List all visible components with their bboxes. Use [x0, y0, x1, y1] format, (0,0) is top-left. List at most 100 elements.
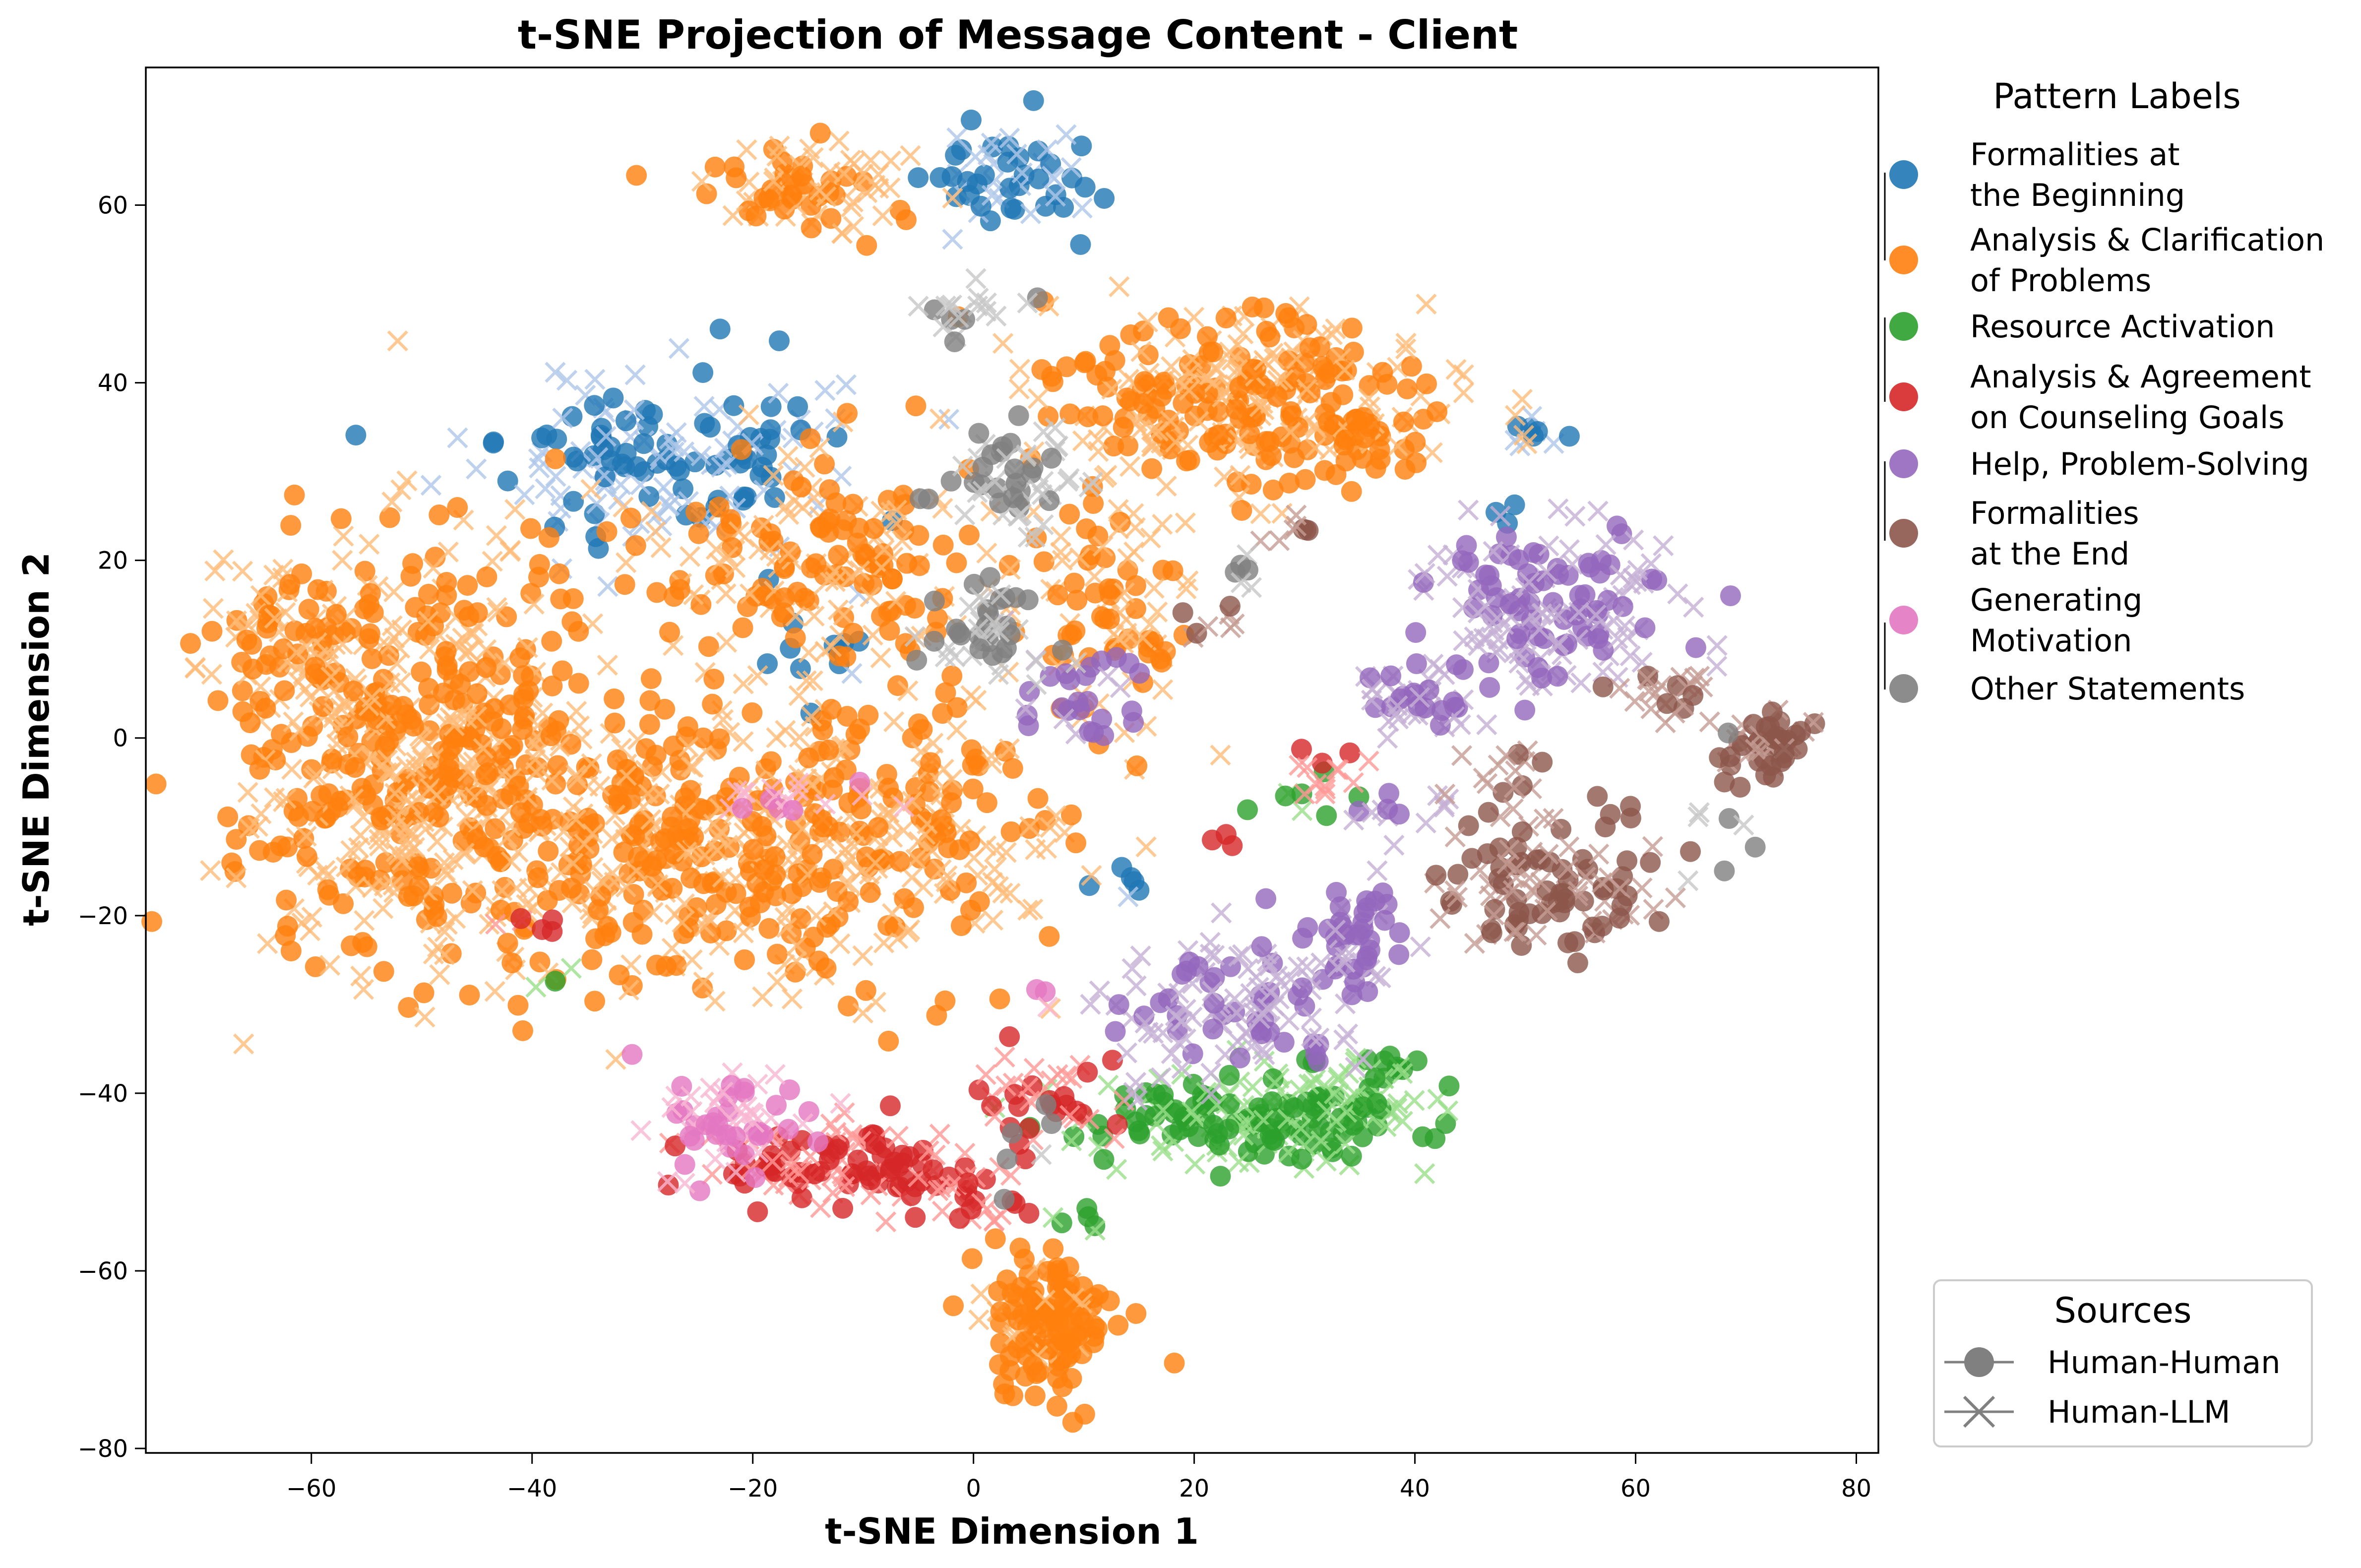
- point-human-llm: [462, 880, 483, 901]
- point-human-llm: [982, 872, 1003, 893]
- point-human-llm: [982, 909, 1004, 931]
- point-human-human: [950, 915, 972, 937]
- point-human-llm: [429, 964, 450, 985]
- point-human-human: [709, 728, 730, 750]
- point-human-llm: [275, 602, 296, 623]
- point-human-llm: [887, 1126, 909, 1147]
- point-human-human: [1251, 936, 1272, 957]
- point-human-llm: [1301, 1007, 1322, 1029]
- point-human-human: [723, 395, 745, 416]
- point-human-llm: [1414, 563, 1435, 584]
- point-human-human: [1401, 356, 1422, 377]
- point-human-human: [1325, 464, 1347, 485]
- point-human-llm: [846, 823, 867, 844]
- point-human-llm: [1678, 870, 1699, 891]
- x-tick-label: 0: [966, 1475, 981, 1503]
- point-human-llm: [788, 772, 809, 794]
- point-human-human: [781, 883, 803, 904]
- point-human-human: [1120, 324, 1141, 345]
- point-human-llm: [1280, 422, 1301, 443]
- point-human-human: [1508, 549, 1529, 570]
- point-human-llm: [1286, 504, 1307, 526]
- point-human-llm: [984, 1106, 1005, 1127]
- point-human-human: [440, 943, 462, 964]
- point-human-human: [1242, 359, 1263, 380]
- point-human-human: [429, 504, 450, 526]
- point-human-human: [242, 658, 263, 680]
- point-human-human: [280, 515, 302, 536]
- point-human-human: [549, 563, 570, 584]
- point-human-human: [1078, 1206, 1099, 1227]
- point-human-llm: [1026, 674, 1047, 695]
- point-human-llm: [1570, 672, 1592, 693]
- point-human-llm: [1201, 981, 1223, 1002]
- point-human-human: [1730, 776, 1751, 798]
- point-human-llm: [386, 806, 407, 827]
- point-human-llm: [712, 867, 733, 888]
- point-human-llm: [833, 605, 854, 626]
- point-human-human: [906, 649, 928, 671]
- point-human-human: [527, 867, 549, 888]
- x-tick-label: 40: [1400, 1475, 1430, 1503]
- point-human-llm: [1140, 527, 1161, 549]
- point-human-llm: [630, 1120, 652, 1141]
- point-human-llm: [814, 379, 836, 401]
- point-human-llm: [1007, 505, 1029, 527]
- point-human-llm: [306, 764, 327, 786]
- point-human-human: [601, 450, 622, 471]
- point-human-human: [811, 810, 833, 831]
- point-human-human: [1592, 915, 1613, 937]
- point-human-llm: [637, 783, 659, 804]
- point-human-human: [497, 933, 518, 954]
- point-human-human: [1210, 1166, 1231, 1187]
- point-human-llm: [382, 875, 404, 896]
- point-human-llm: [975, 1064, 996, 1085]
- point-human-human: [1714, 860, 1735, 881]
- point-human-human: [1714, 771, 1735, 793]
- point-human-human: [909, 555, 930, 576]
- point-human-llm: [301, 906, 322, 928]
- point-human-human: [1226, 399, 1247, 420]
- point-human-llm: [1289, 754, 1310, 776]
- point-human-llm: [528, 448, 549, 470]
- point-human-llm: [1024, 526, 1046, 548]
- point-human-human: [1121, 700, 1142, 722]
- point-human-human: [804, 1163, 825, 1185]
- point-human-human: [698, 636, 719, 657]
- point-human-llm: [443, 715, 465, 737]
- point-human-human: [361, 648, 382, 669]
- point-human-human: [1532, 752, 1553, 773]
- point-human-llm: [901, 867, 923, 888]
- point-human-llm: [938, 409, 960, 430]
- point-human-llm: [623, 399, 645, 421]
- point-human-human: [1526, 849, 1548, 871]
- point-human-human: [1554, 888, 1575, 910]
- point-human-llm: [185, 657, 206, 679]
- point-human-llm: [400, 794, 422, 815]
- point-human-human: [509, 647, 531, 668]
- point-human-llm: [1227, 1031, 1248, 1052]
- point-human-llm: [1206, 1094, 1228, 1116]
- point-human-llm: [1291, 800, 1313, 821]
- point-human-llm: [1558, 539, 1580, 561]
- y-tick-label: −80: [78, 1435, 128, 1463]
- point-human-llm: [852, 945, 873, 966]
- point-human-human: [956, 872, 977, 893]
- point-human-human: [1586, 600, 1608, 621]
- point-human-human: [466, 683, 488, 704]
- point-human-human: [262, 842, 284, 863]
- point-human-human: [1092, 405, 1114, 427]
- point-human-llm: [1148, 421, 1169, 442]
- point-human-human: [1334, 924, 1356, 945]
- point-human-human: [1061, 167, 1083, 188]
- point-human-human: [1275, 303, 1297, 324]
- point-human-llm: [1181, 1101, 1203, 1123]
- point-human-human: [1609, 907, 1630, 929]
- point-human-llm: [1531, 603, 1553, 625]
- point-human-human: [640, 668, 662, 690]
- point-human-human: [641, 856, 663, 877]
- point-human-llm: [580, 479, 602, 500]
- point-human-human: [1172, 602, 1193, 624]
- point-human-human: [832, 1197, 854, 1219]
- point-human-llm: [969, 587, 990, 608]
